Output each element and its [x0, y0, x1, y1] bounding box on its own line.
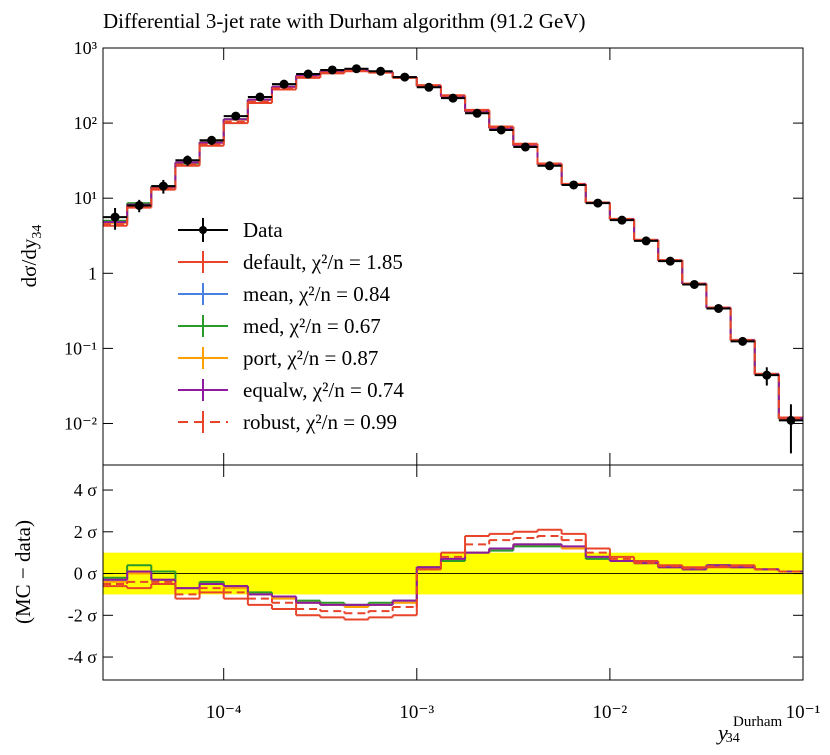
series	[103, 68, 803, 420]
legend-entry: default, χ²/n = 1.85	[178, 250, 403, 274]
x-label-main: y	[716, 720, 728, 745]
legend-entry: mean, χ²/n = 0.84	[178, 282, 391, 306]
chart-title: Differential 3-jet rate with Durham algo…	[103, 9, 585, 33]
y-tick-label: -4 σ	[68, 647, 97, 667]
legend-entry: port, χ²/n = 0.87	[178, 346, 378, 370]
data-point	[158, 181, 168, 191]
main-frame	[102, 47, 804, 466]
series	[103, 69, 803, 420]
legend-entry: robust, χ²/n = 0.99	[178, 410, 397, 434]
y-label-group: dσ/dy34	[17, 225, 45, 288]
x-tick-label: 10⁻²	[593, 702, 628, 723]
data-point	[303, 69, 313, 79]
data-point	[786, 415, 796, 425]
series	[103, 70, 803, 419]
y-tick-label: 10³	[74, 38, 98, 58]
x-label-sub: 34	[726, 731, 740, 746]
legend-entry: equalw, χ²/n = 0.74	[178, 378, 404, 402]
x-axis-label: y34Durham	[716, 714, 782, 746]
x-tick-label: 10⁻⁴	[206, 702, 242, 723]
data-point	[376, 66, 386, 76]
data-series	[103, 64, 803, 454]
legend-label: port, χ²/n = 0.87	[243, 346, 378, 370]
data-point	[207, 135, 217, 145]
data-point	[617, 215, 627, 225]
y-label-main: dσ/dy	[17, 238, 41, 287]
data-point	[762, 370, 772, 380]
data-point	[424, 82, 434, 92]
data-point	[231, 111, 241, 121]
ratio-frame	[102, 464, 804, 681]
y-tick-label: 1	[88, 263, 97, 283]
axes: 10³ 10² 10¹ 1 10⁻¹ 10⁻² 4 σ 2 σ 0 σ -2 σ -4 σ 10⁻⁴ 1…	[64, 38, 821, 723]
series	[103, 68, 803, 420]
ratio-y-label: (MC − data)	[11, 520, 35, 624]
data-point	[641, 236, 651, 246]
data-point	[714, 303, 724, 313]
data-point	[351, 64, 361, 74]
y-tick-label: 0 σ	[74, 564, 98, 584]
legend-entry: med, χ²/n = 0.67	[178, 314, 381, 338]
legend-swatch	[199, 226, 207, 234]
data-point	[738, 336, 748, 346]
legend-entry: Data	[178, 218, 283, 242]
data-point	[545, 161, 555, 171]
data-point	[255, 92, 265, 102]
data-point	[327, 65, 337, 75]
x-tick-label: 10⁻³	[399, 702, 434, 723]
legend-label: med, χ²/n = 0.67	[243, 314, 381, 338]
data-point	[472, 108, 482, 118]
data-point	[448, 93, 458, 103]
data-point	[110, 212, 120, 222]
y-tick-label: -2 σ	[68, 605, 97, 625]
data-point	[279, 79, 289, 89]
legend-label: mean, χ²/n = 0.84	[243, 282, 391, 306]
x-tick-label: 10⁻¹	[786, 702, 821, 723]
legend-label: equalw, χ²/n = 0.74	[243, 378, 404, 402]
main-plot	[103, 64, 803, 454]
y-label-sub: 34	[30, 225, 45, 239]
series	[103, 68, 803, 420]
x-label-sup: Durham	[733, 714, 782, 730]
legend-label: robust, χ²/n = 0.99	[243, 410, 397, 434]
data-point	[496, 125, 506, 135]
data-point	[569, 180, 579, 190]
data-point	[520, 142, 530, 152]
series	[103, 534, 803, 615]
y-tick-label: 4 σ	[74, 480, 98, 500]
data-point	[689, 279, 699, 289]
data-point	[182, 155, 192, 165]
legend: Data default, χ²/n = 1.85 mean, χ²/n = 0.8…	[178, 218, 404, 434]
data-point	[400, 72, 410, 82]
legend-label: Data	[243, 218, 283, 242]
y-tick-label: 10⁻²	[64, 413, 97, 433]
y-tick-label: 10¹	[74, 188, 97, 208]
legend-label: default, χ²/n = 1.85	[243, 250, 403, 274]
data-point	[593, 198, 603, 208]
y-tick-label: 2 σ	[74, 522, 98, 542]
y-tick-label: 10²	[74, 113, 97, 133]
y-axis-label: dσ/dy34	[17, 225, 45, 288]
data-point	[665, 256, 675, 266]
y-tick-label: 10⁻¹	[64, 338, 97, 358]
ratio-plot	[103, 528, 803, 621]
series	[103, 69, 803, 420]
data-point	[134, 200, 144, 210]
